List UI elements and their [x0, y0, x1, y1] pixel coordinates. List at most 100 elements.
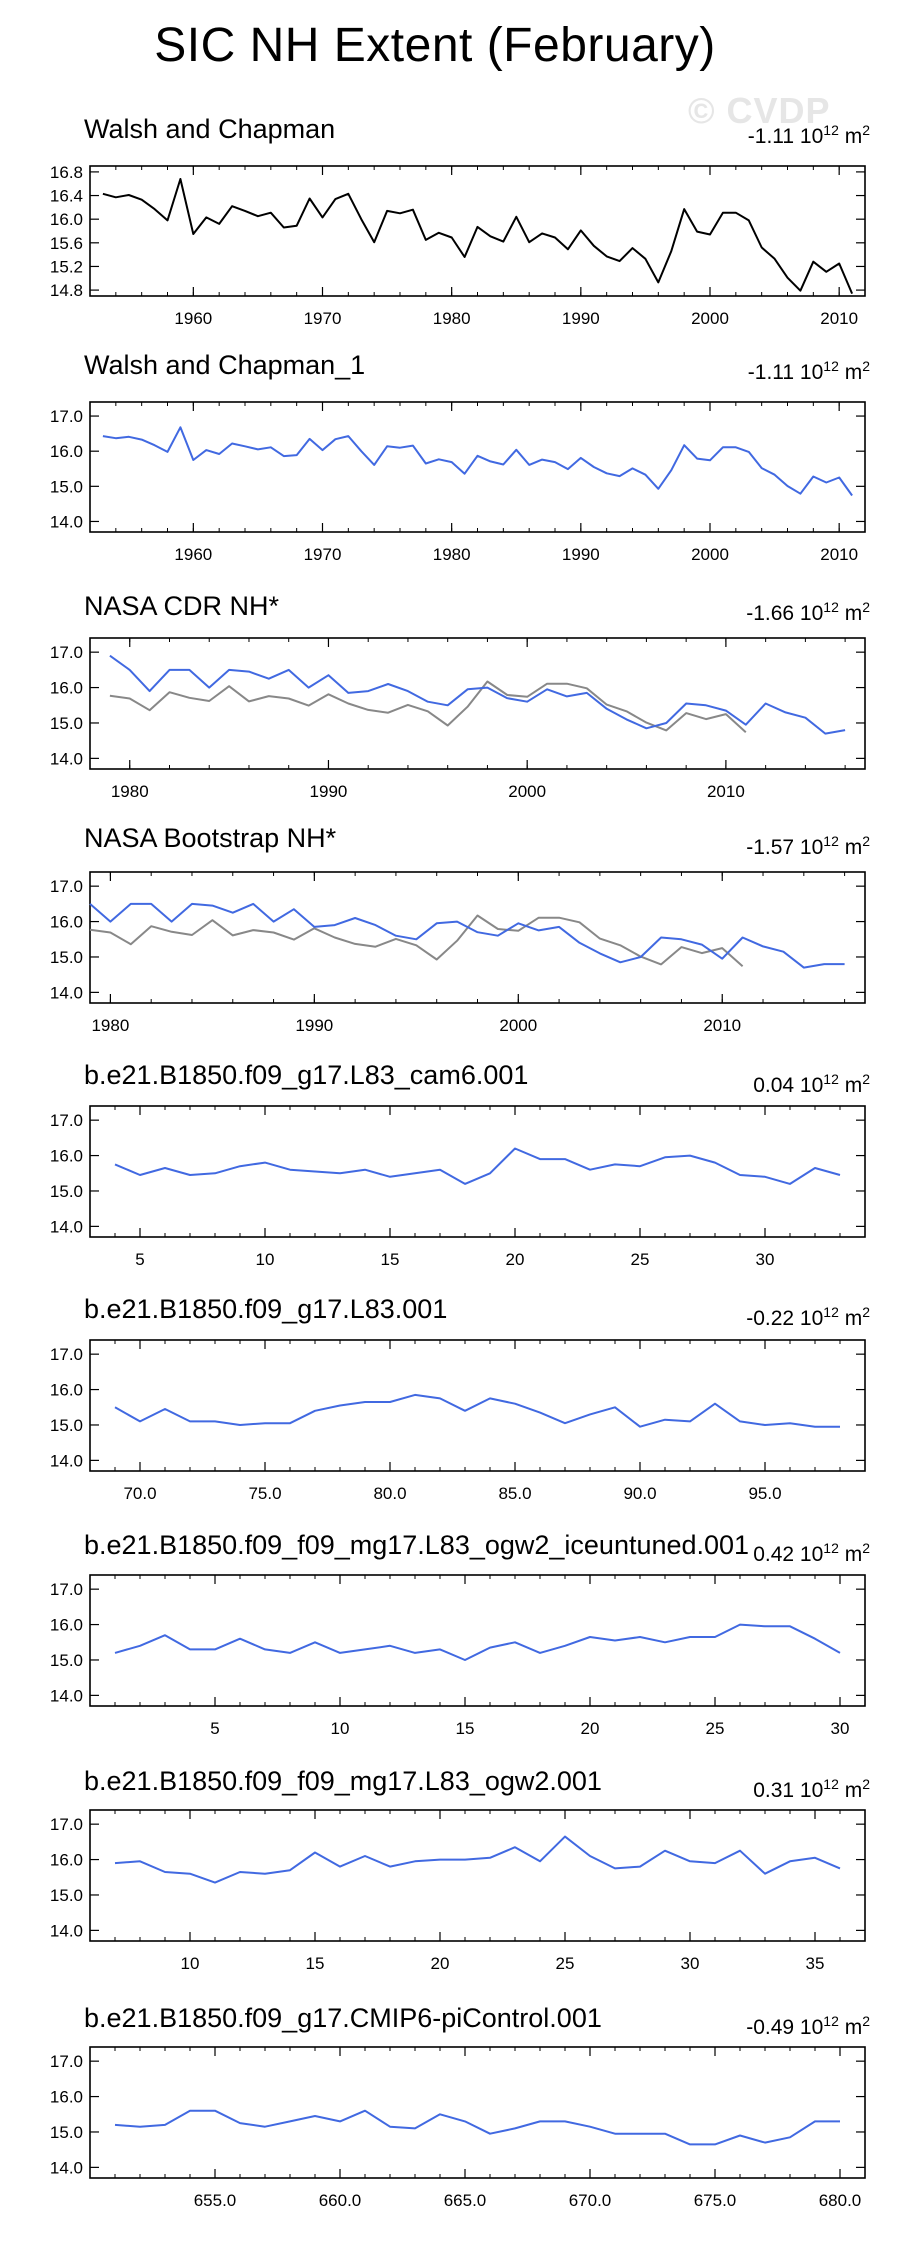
x-tick-label: 15 [306, 1954, 325, 1973]
trend-suffix: m [844, 602, 863, 625]
trend-suffix-exponent: 2 [862, 1304, 870, 1320]
x-tick-label: 2000 [508, 782, 546, 801]
series-line [114, 2109, 840, 2146]
series-line [114, 1147, 841, 1185]
trend-exponent: 12 [823, 2013, 839, 2029]
trend-value: -1.57 [746, 836, 795, 859]
trend-value: -1.11 [747, 125, 795, 148]
trend-suffix-exponent: 2 [862, 358, 870, 374]
y-tick-label: 17.0 [50, 877, 83, 896]
series-line [89, 914, 744, 967]
trend-value: -1.66 [746, 602, 795, 625]
plot-frame [89, 637, 866, 770]
y-tick-label: 15.0 [50, 2123, 83, 2142]
trend-suffix: m [844, 1543, 863, 1566]
y-tick-label: 15.0 [50, 1182, 83, 1201]
y-tick-label: 14.0 [50, 983, 83, 1002]
y-tick-label: 16.0 [50, 913, 83, 932]
y-tick-label: 16.0 [50, 1147, 83, 1166]
trend-suffix: m [844, 1779, 863, 1802]
trend-exponent: 12 [823, 1304, 839, 1320]
panel-title: b.e21.B1850.f09_g17.CMIP6-piControl.001 [84, 2003, 602, 2033]
series-line [102, 178, 854, 294]
trend-value: -0.49 [746, 2016, 795, 2039]
x-tick-label: 10 [331, 1719, 350, 1738]
y-tick-label: 15.2 [50, 257, 83, 276]
panel-title: Walsh and Chapman_1 [84, 350, 366, 380]
x-tick-label: 665.0 [444, 2191, 487, 2210]
x-tick-label: 30 [756, 1250, 775, 1269]
x-tick-label: 75.0 [248, 1484, 281, 1503]
x-tick-label: 655.0 [194, 2191, 237, 2210]
trend-exponent: 12 [823, 358, 839, 374]
chart-panel: 14.0 15.0 16.0 17.0 5 10 15 20 25 30 [50, 1574, 866, 1738]
y-tick-label: 14.0 [50, 1451, 83, 1470]
y-tick-label: 16.0 [50, 442, 83, 461]
plot-frame [89, 165, 866, 297]
plot-frame [89, 1809, 866, 1942]
series-line [109, 680, 747, 733]
x-tick-label: 1990 [310, 782, 348, 801]
plot-frame [89, 401, 866, 533]
x-tick-label: 675.0 [694, 2191, 737, 2210]
y-tick-label: 16.0 [50, 1851, 83, 1870]
trend-suffix-exponent: 2 [862, 2013, 870, 2029]
trend-value: 0.04 [753, 1074, 795, 1097]
trend-suffix: m [844, 125, 863, 148]
x-tick-label: 25 [706, 1719, 725, 1738]
x-tick-label: 2000 [691, 309, 729, 328]
trend-value: 0.31 [753, 1779, 795, 1802]
y-tick-label: 15.0 [50, 714, 83, 733]
y-tick-label: 14.8 [50, 281, 83, 300]
trend-value: 0.42 [753, 1543, 795, 1566]
panel-title: Walsh and Chapman [84, 114, 336, 144]
x-tick-label: 30 [831, 1719, 850, 1738]
x-tick-label: 1960 [174, 545, 212, 564]
y-tick-label: 17.0 [50, 643, 83, 662]
y-tick-label: 17.0 [50, 1580, 83, 1599]
trend-annotation: 0.04 1012 m2 [753, 1071, 870, 1098]
trend-annotation: 0.42 1012 m2 [753, 1540, 870, 1567]
x-tick-label: 20 [506, 1250, 525, 1269]
chart-panel: 14.0 15.0 16.0 17.0 10 15 20 25 30 35 [50, 1809, 866, 1973]
y-tick-label: 15.6 [50, 234, 83, 253]
x-tick-label: 2010 [703, 1016, 741, 1035]
trend-unit: 10 [799, 125, 824, 148]
x-tick-label: 1990 [295, 1016, 333, 1035]
x-tick-label: 680.0 [819, 2191, 862, 2210]
x-tick-label: 2010 [820, 309, 858, 328]
trend-suffix-exponent: 2 [862, 1540, 870, 1556]
trend-unit: 10 [799, 1543, 824, 1566]
trend-exponent: 12 [823, 599, 839, 615]
x-tick-label: 10 [256, 1250, 275, 1269]
x-tick-label: 15 [456, 1719, 475, 1738]
x-tick-label: 1990 [562, 545, 600, 564]
y-tick-label: 14.0 [50, 2158, 83, 2177]
trend-value: -0.22 [746, 1307, 795, 1330]
x-tick-label: 25 [556, 1954, 575, 1973]
x-tick-label: 1970 [304, 545, 342, 564]
x-tick-label: 35 [806, 1954, 825, 1973]
chart-panel: 14.8 15.2 15.6 16.0 16.4 16.8 1960 1970 1980 1990… [50, 163, 866, 328]
series-line [114, 1393, 840, 1428]
chart-panel: 14.0 15.0 16.0 17.0 655.0 660.0 665.0 670.0 675.… [50, 2046, 866, 2210]
panel-title: b.e21.B1850.f09_g17.L83.001 [84, 1294, 448, 1324]
y-tick-label: 17.0 [50, 1815, 83, 1834]
trend-exponent: 12 [823, 1776, 839, 1792]
y-tick-label: 16.8 [50, 163, 83, 182]
trend-exponent: 12 [823, 1540, 839, 1556]
x-tick-label: 5 [210, 1719, 219, 1738]
y-tick-label: 15.0 [50, 1651, 83, 1670]
x-tick-label: 2000 [691, 545, 729, 564]
y-tick-label: 16.4 [50, 187, 83, 206]
trend-value: -1.11 [747, 361, 795, 384]
y-tick-label: 16.0 [50, 1616, 83, 1635]
y-tick-label: 15.0 [50, 1886, 83, 1905]
y-tick-label: 14.0 [50, 1686, 83, 1705]
y-tick-label: 14.0 [50, 512, 83, 531]
trend-suffix-exponent: 2 [862, 1776, 870, 1792]
plot-frame [89, 1339, 866, 1472]
y-tick-label: 17.0 [50, 2052, 83, 2071]
trend-suffix: m [844, 2016, 863, 2039]
x-tick-label: 2010 [707, 782, 745, 801]
